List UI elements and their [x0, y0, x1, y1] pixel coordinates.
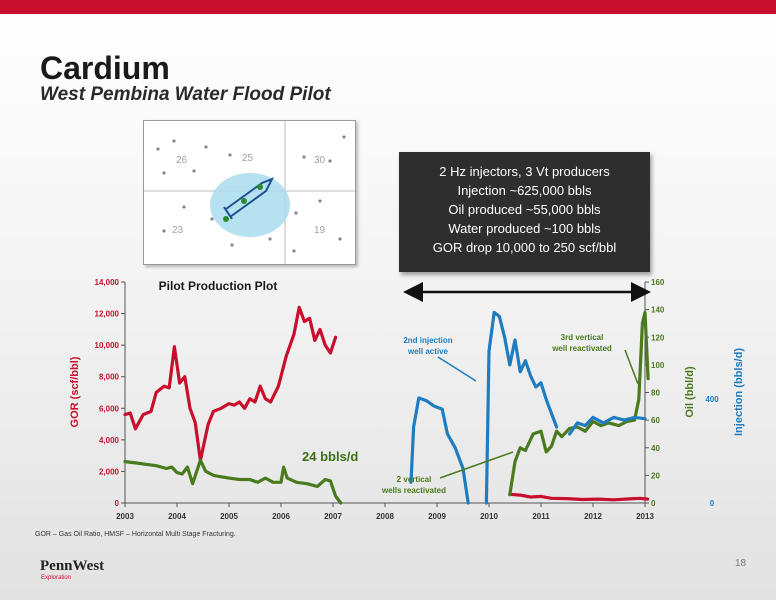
map-section-label: 25	[242, 153, 254, 164]
summary-line: Oil produced ~55,000 bbls	[448, 202, 601, 217]
y-injection-tick-label: 0	[710, 499, 715, 508]
oil-series-line	[508, 310, 650, 497]
chart-axes	[121, 281, 649, 507]
annotation-second-injection: well active	[407, 347, 449, 356]
map-section-label: 23	[172, 225, 184, 236]
y-oil-tick-label: 0	[651, 499, 656, 508]
annotation-two-vertical: wells reactivated	[381, 486, 446, 495]
chart-title: Pilot Production Plot	[159, 279, 278, 293]
y-oil-tick-label: 60	[651, 416, 660, 425]
y-left-tick-label: 4,000	[99, 436, 120, 445]
map-graphic: 26 25 30 23 19	[144, 121, 355, 264]
annotation-third-vertical: 3rd vertical	[561, 333, 604, 342]
company-logo: PennWest Exploration	[40, 558, 104, 581]
y-left-tick-label: 2,000	[99, 467, 120, 476]
pilot-area-ellipse	[210, 173, 290, 237]
rate-label: 24 bbls/d	[302, 449, 358, 464]
oil-series-line	[123, 458, 343, 505]
y-left-tick-label: 12,000	[95, 310, 120, 319]
pilot-summary-box: 2 Hz injectors, 3 Vt producers Injection…	[399, 152, 650, 272]
gor-series-line	[123, 305, 338, 462]
y-left-tick-label: 6,000	[99, 404, 120, 413]
page-number: 18	[735, 558, 747, 569]
y-left-tick-label: 10,000	[95, 341, 120, 350]
logo-wordmark: PennWest	[40, 558, 105, 574]
pilot-location-map: 26 25 30 23 19	[143, 120, 356, 265]
y-injection-tick-label: 400	[705, 395, 719, 404]
annotation-two-vertical: 2 vertical	[397, 475, 432, 484]
y-left-tick-label: 14,000	[95, 278, 120, 287]
horizontal-injector-wells	[223, 177, 275, 220]
injection-series-line	[568, 415, 647, 436]
logo-subtext: Exploration	[41, 575, 72, 581]
x-tick-label: 2013	[636, 512, 654, 521]
x-tick-label: 2011	[532, 512, 550, 521]
x-tick-label: 2009	[428, 512, 446, 521]
map-section-label: 30	[314, 155, 326, 166]
y-oil-tick-label: 80	[651, 389, 660, 398]
slide-subtitle: West Pembina Water Flood Pilot	[40, 84, 331, 105]
y-left-tick-label: 8,000	[99, 373, 120, 382]
y-oil-tick-label: 120	[651, 333, 665, 342]
summary-line: Water produced ~100 bbls	[448, 221, 601, 236]
map-section-label: 26	[176, 155, 188, 166]
injection-series-line	[484, 310, 559, 505]
annotation-second-injection: 2nd injection	[403, 336, 452, 345]
summary-line: GOR drop 10,000 to 250 scf/bbl	[432, 240, 617, 255]
annotation-leader	[439, 451, 514, 479]
x-tick-label: 2005	[220, 512, 238, 521]
annotation-leader	[437, 356, 477, 382]
summary-line: Injection ~625,000 bbls	[457, 183, 592, 198]
map-section-label: 19	[314, 225, 326, 236]
x-tick-label: 2003	[116, 512, 134, 521]
x-tick-label: 2007	[324, 512, 342, 521]
chart-ticks: 2003 2004 2005 2006 2007 2008 2009 2010 2011 2012…	[69, 278, 745, 521]
y-oil-tick-label: 20	[651, 471, 660, 480]
annotation-leader	[624, 349, 639, 385]
y-oil-tick-label: 140	[651, 306, 665, 315]
y-oil-tick-label: 40	[651, 444, 660, 453]
y-oil-tick-label: 100	[651, 361, 665, 370]
slide-title: Cardium	[40, 50, 170, 86]
annotation-third-vertical: well reactivated	[551, 344, 612, 353]
chart-annotations: 24 bbls/d 2nd injection well active 3rd ver…	[302, 282, 651, 495]
x-tick-label: 2012	[584, 512, 602, 521]
brand-bar	[0, 0, 776, 14]
chart-series	[123, 305, 650, 505]
y-oil-tick-label: 160	[651, 278, 665, 287]
y-left-axis-title: GOR (scf/bbl)	[69, 356, 81, 427]
y-oil-axis-title: Oil (bbl/d)	[684, 366, 696, 418]
x-tick-label: 2004	[168, 512, 186, 521]
injection-series-line	[409, 396, 470, 505]
x-tick-label: 2006	[272, 512, 290, 521]
x-tick-label: 2008	[376, 512, 394, 521]
footnote: GOR – Gas Oil Ratio, HMSF – Horizontal M…	[35, 531, 236, 538]
well-dots	[156, 135, 346, 253]
x-tick-label: 2010	[480, 512, 498, 521]
gor-series-line	[508, 492, 650, 502]
vertical-producer-wells	[223, 184, 263, 222]
summary-line: 2 Hz injectors, 3 Vt producers	[439, 164, 610, 179]
y-injection-axis-title: Injection (bbls/d)	[733, 348, 745, 436]
y-left-tick-label: 0	[115, 499, 120, 508]
